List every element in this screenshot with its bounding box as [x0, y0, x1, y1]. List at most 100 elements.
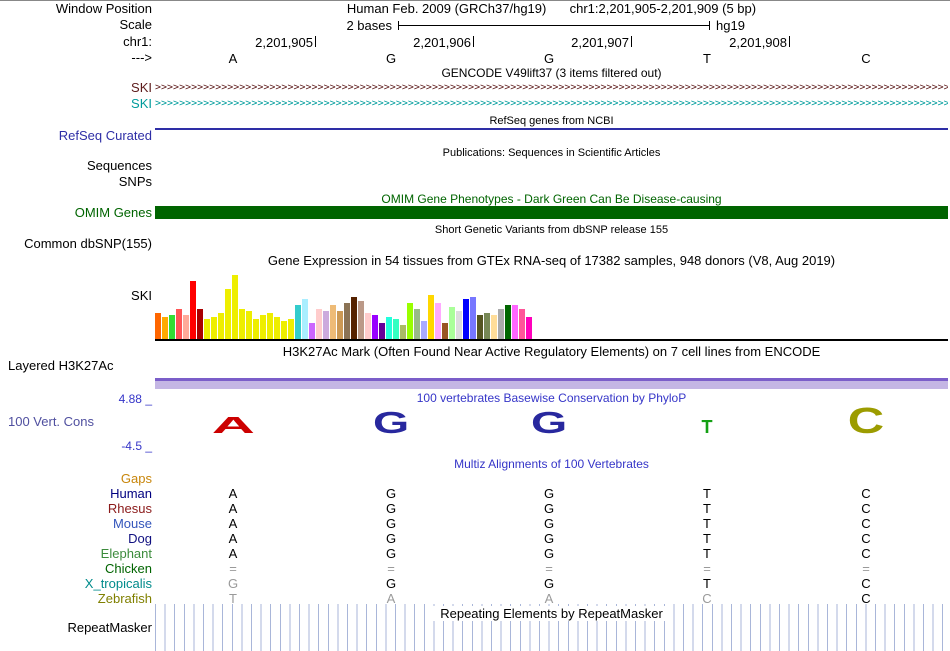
- alignment-base: A: [228, 546, 238, 561]
- gtex-expression-bar[interactable]: [477, 315, 483, 339]
- dbsnp-label[interactable]: Common dbSNP(155): [24, 236, 152, 251]
- conservation-letter-glyph: G: [372, 404, 410, 440]
- gtex-expression-bar[interactable]: [267, 313, 273, 339]
- species-label-chicken[interactable]: Chicken: [105, 561, 152, 576]
- gencode-transcript-1[interactable]: >>>>>>>>>>>>>>>>>>>>>>>>>>>>>>>>>>>>>>>>…: [155, 98, 948, 109]
- gtex-expression-bar[interactable]: [155, 313, 161, 339]
- gencode-transcript-0[interactable]: >>>>>>>>>>>>>>>>>>>>>>>>>>>>>>>>>>>>>>>>…: [155, 82, 948, 93]
- species-label-human[interactable]: Human: [110, 486, 152, 501]
- gtex-expression-bar[interactable]: [302, 299, 308, 339]
- position-text: chr1:2,201,905-2,201,909 (5 bp): [569, 1, 757, 16]
- alignment-base: G: [385, 531, 397, 546]
- species-label-gaps[interactable]: Gaps: [120, 471, 152, 486]
- gtex-expression-bar[interactable]: [365, 313, 371, 339]
- base-letter: C: [861, 51, 871, 66]
- repeatmasker-label[interactable]: RepeatMasker: [67, 620, 152, 635]
- gtex-expression-bar[interactable]: [176, 309, 182, 339]
- phylop-track-label[interactable]: 100 Vert. Cons: [8, 414, 94, 429]
- sequences-label[interactable]: Sequences: [86, 158, 152, 173]
- gtex-expression-bar[interactable]: [183, 315, 189, 339]
- conservation-letter[interactable]: T: [647, 416, 767, 437]
- gtex-expression-bar[interactable]: [197, 309, 203, 339]
- conservation-letter[interactable]: C: [806, 403, 926, 439]
- omim-gene-bar[interactable]: [155, 206, 948, 219]
- gtex-expression-bar[interactable]: [491, 315, 497, 339]
- gtex-expression-bar[interactable]: [204, 319, 210, 339]
- conservation-letter-glyph: T: [701, 416, 713, 437]
- species-label-dog[interactable]: Dog: [128, 531, 152, 546]
- gtex-expression-bar[interactable]: [288, 319, 294, 339]
- gtex-expression-bar[interactable]: [358, 301, 364, 339]
- conservation-letter[interactable]: G: [331, 404, 451, 440]
- alignment-base: C: [702, 591, 712, 606]
- gtex-expression-bar[interactable]: [239, 309, 245, 339]
- conservation-letter-glyph: G: [530, 404, 568, 440]
- gtex-expression-bar[interactable]: [162, 317, 168, 339]
- gtex-expression-bar[interactable]: [246, 311, 252, 339]
- species-label-rhesus[interactable]: Rhesus: [107, 501, 152, 516]
- gtex-expression-bar[interactable]: [344, 303, 350, 339]
- gtex-expression-bar[interactable]: [295, 305, 301, 339]
- gtex-expression-bar[interactable]: [421, 321, 427, 339]
- h3k27ac-signal-top[interactable]: [155, 378, 948, 381]
- gtex-expression-bar[interactable]: [218, 313, 224, 339]
- species-label-mouse[interactable]: Mouse: [112, 516, 152, 531]
- gtex-expression-bar[interactable]: [449, 307, 455, 339]
- conservation-letter[interactable]: G: [489, 404, 609, 440]
- gencode-item-label-0[interactable]: SKI: [131, 80, 152, 95]
- gtex-expression-bar[interactable]: [281, 321, 287, 339]
- gtex-expression-bar[interactable]: [211, 317, 217, 339]
- conservation-letter[interactable]: A: [173, 413, 293, 436]
- species-label-x_tropicalis[interactable]: X_tropicalis: [84, 576, 152, 591]
- gtex-expression-bar[interactable]: [309, 323, 315, 339]
- gtex-expression-bar[interactable]: [274, 317, 280, 339]
- h3k27ac-signal-band[interactable]: [155, 381, 948, 389]
- gtex-expression-bar[interactable]: [519, 309, 525, 339]
- phylop-axis-max: 4.88 _: [118, 392, 152, 406]
- gtex-expression-bar[interactable]: [428, 295, 434, 339]
- gtex-expression-bar[interactable]: [470, 297, 476, 339]
- omim-genes-label[interactable]: OMIM Genes: [74, 205, 152, 220]
- gtex-expression-bar[interactable]: [400, 325, 406, 339]
- gtex-expression-bar[interactable]: [169, 315, 175, 339]
- gtex-expression-bar[interactable]: [323, 311, 329, 339]
- gencode-item-label-1[interactable]: SKI: [131, 96, 152, 111]
- gtex-expression-bar[interactable]: [393, 319, 399, 339]
- species-label-elephant[interactable]: Elephant: [100, 546, 152, 561]
- gtex-expression-bar[interactable]: [337, 311, 343, 339]
- gtex-expression-bar[interactable]: [407, 303, 413, 339]
- gtex-expression-bar[interactable]: [484, 313, 490, 339]
- gtex-expression-bar[interactable]: [512, 305, 518, 339]
- alignment-base: C: [861, 501, 871, 516]
- gtex-expression-bar[interactable]: [442, 323, 448, 339]
- gtex-expression-bar[interactable]: [372, 315, 378, 339]
- gtex-expression-bar[interactable]: [414, 309, 420, 339]
- alignment-base: G: [227, 576, 239, 591]
- gtex-expression-bar[interactable]: [225, 289, 231, 339]
- gtex-expression-bar[interactable]: [351, 297, 357, 339]
- gtex-gene-label[interactable]: SKI: [131, 288, 152, 303]
- gtex-expression-bar[interactable]: [316, 309, 322, 339]
- refseq-curated-label[interactable]: RefSeq Curated: [58, 128, 152, 143]
- gtex-expression-bar[interactable]: [386, 317, 392, 339]
- gtex-expression-bar[interactable]: [498, 309, 504, 339]
- gtex-expression-bar[interactable]: [463, 299, 469, 339]
- gtex-expression-bar[interactable]: [456, 311, 462, 339]
- gtex-expression-bar[interactable]: [330, 305, 336, 339]
- gtex-expression-bar[interactable]: [435, 303, 441, 339]
- gtex-expression-bar[interactable]: [379, 323, 385, 339]
- gtex-expression-bar[interactable]: [505, 305, 511, 339]
- gtex-expression-bar[interactable]: [232, 275, 238, 339]
- alignment-base: A: [228, 516, 238, 531]
- refseq-gene-line[interactable]: [155, 128, 948, 130]
- alignment-base: =: [387, 561, 395, 576]
- gtex-expression-bar[interactable]: [190, 281, 196, 339]
- species-label-zebrafish[interactable]: Zebrafish: [97, 591, 152, 606]
- h3k27ac-label[interactable]: Layered H3K27Ac: [8, 358, 114, 373]
- assembly-text: Human Feb. 2009 (GRCh37/hg19): [346, 1, 547, 16]
- snps-label[interactable]: SNPs: [118, 174, 152, 189]
- gtex-expression-bar[interactable]: [260, 315, 266, 339]
- alignment-base: T: [703, 501, 711, 516]
- gtex-expression-bar[interactable]: [526, 317, 532, 339]
- gtex-expression-bar[interactable]: [253, 319, 259, 339]
